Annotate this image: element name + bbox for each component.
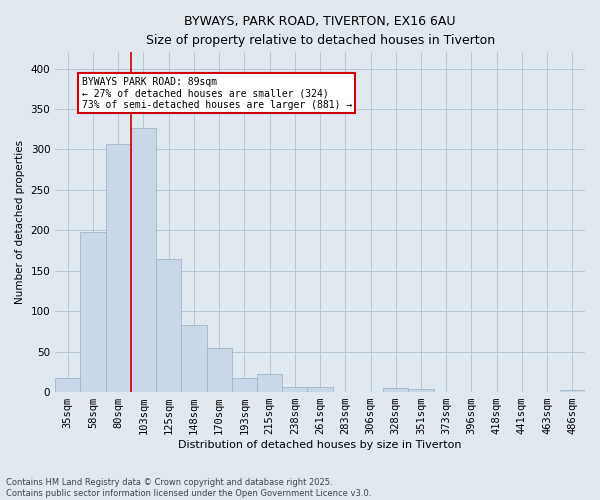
Bar (383, 388, 409, 392)
Bar (257, 374, 282, 392)
Text: Contains HM Land Registry data © Crown copyright and database right 2025.
Contai: Contains HM Land Registry data © Crown c… (6, 478, 371, 498)
Bar (307, 387, 332, 392)
Bar (560, 390, 585, 392)
Bar (409, 389, 434, 392)
Bar (131, 128, 156, 392)
Bar (55, 378, 80, 392)
Bar (232, 378, 257, 392)
Bar (106, 144, 131, 392)
Text: BYWAYS PARK ROAD: 89sqm
← 27% of detached houses are smaller (324)
73% of semi-d: BYWAYS PARK ROAD: 89sqm ← 27% of detache… (82, 76, 352, 110)
Bar (181, 325, 206, 392)
Bar (206, 348, 232, 392)
Bar (282, 387, 307, 392)
Bar (80, 232, 106, 392)
Title: BYWAYS, PARK ROAD, TIVERTON, EX16 6AU
Size of property relative to detached hous: BYWAYS, PARK ROAD, TIVERTON, EX16 6AU Si… (146, 15, 494, 47)
X-axis label: Distribution of detached houses by size in Tiverton: Distribution of detached houses by size … (178, 440, 462, 450)
Bar (156, 258, 181, 392)
Y-axis label: Number of detached properties: Number of detached properties (15, 140, 25, 304)
